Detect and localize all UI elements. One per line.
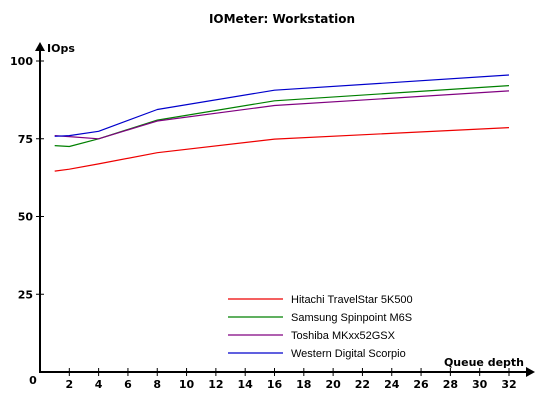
x-axis-label: Queue depth <box>444 356 524 369</box>
x-tick-label-2: 2 <box>65 378 73 391</box>
axes <box>35 42 535 377</box>
x-tick-label-10: 10 <box>179 378 195 391</box>
y-tick-label-50: 50 <box>18 211 34 224</box>
legend-label-3: Toshiba MKxx52GSX <box>291 330 396 342</box>
series-line-4 <box>54 74 510 137</box>
y-tick-label-25: 25 <box>18 288 33 301</box>
legend-label-4: Western Digital Scorpio <box>291 348 406 360</box>
x-tick-label-4: 4 <box>95 378 103 391</box>
series-lines <box>54 74 510 172</box>
x-tick-label-26: 26 <box>413 378 429 391</box>
series-line-1 <box>54 127 510 172</box>
x-tick-label-22: 22 <box>355 378 370 391</box>
y-tick-label-75: 75 <box>18 133 33 146</box>
x-tick-label-28: 28 <box>443 378 458 391</box>
x-axis-arrow <box>526 367 535 377</box>
legend-item-2: Samsung Spinpoint M6S <box>228 312 412 324</box>
x-tick-label-16: 16 <box>267 378 283 391</box>
series-line-3 <box>54 90 510 140</box>
legend-label-2: Samsung Spinpoint M6S <box>291 312 412 324</box>
x-tick-label-18: 18 <box>296 378 311 391</box>
x-tick-label-30: 30 <box>472 378 488 391</box>
legend-item-3: Toshiba MKxx52GSX <box>228 330 396 342</box>
x-ticks: 2 4 6 8 10 12 14 16 18 20 22 24 26 28 30 32 <box>65 368 517 391</box>
legend: Hitachi TravelStar 5K500 Samsung Spinpoi… <box>228 294 413 360</box>
legend-item-1: Hitachi TravelStar 5K500 <box>228 294 413 306</box>
legend-label-1: Hitachi TravelStar 5K500 <box>291 294 413 306</box>
origin-label: 0 <box>29 374 37 387</box>
chart-title: IOMeter: Workstation <box>209 12 355 26</box>
x-tick-label-12: 12 <box>208 378 223 391</box>
x-tick-label-20: 20 <box>325 378 341 391</box>
y-tick-label-100: 100 <box>10 55 33 68</box>
y-axis-arrow <box>35 42 45 51</box>
legend-item-4: Western Digital Scorpio <box>228 348 406 360</box>
y-ticks: 25 50 75 100 <box>10 55 44 301</box>
y-axis-label: IOps <box>47 42 75 55</box>
x-tick-label-14: 14 <box>238 378 254 391</box>
x-tick-label-32: 32 <box>501 378 516 391</box>
x-tick-label-8: 8 <box>153 378 161 391</box>
x-tick-label-24: 24 <box>384 378 400 391</box>
x-tick-label-6: 6 <box>124 378 132 391</box>
